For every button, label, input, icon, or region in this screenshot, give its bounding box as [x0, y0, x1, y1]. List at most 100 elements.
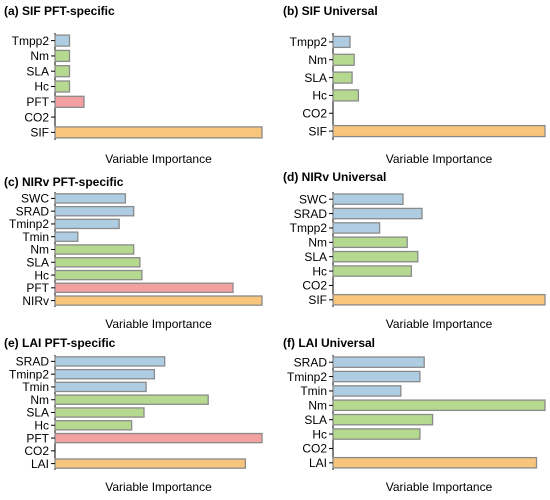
panel-6-bar-srad: [332, 356, 425, 368]
panel-4-bar-nm: [332, 236, 408, 249]
panel-3-bar-srad: [54, 205, 135, 217]
panel-6-bar-nm: [332, 399, 546, 412]
panel-1-bar-hc: [54, 80, 71, 93]
panel-1-bar-tmpp2: [54, 34, 71, 47]
panel-6-tick-label-tminp2: Tminp2: [287, 370, 327, 384]
panel-5-bar-srad: [54, 356, 166, 367]
panel-4-tick-label-co2: CO2: [302, 279, 327, 293]
panel-1-bar-sif: [54, 126, 263, 139]
panel-4-bar-sla: [332, 250, 419, 263]
panel-3-tick-label-hc: Hc: [34, 268, 49, 282]
panel-3-bar-swc: [54, 193, 127, 204]
panel-6-bar-tmin: [332, 385, 402, 397]
panel-4-bar-tmpp2: [332, 222, 381, 234]
panel-6-tick-label-nm: Nm: [308, 399, 327, 413]
panel-6-title: (f) LAI Universal: [283, 336, 375, 350]
panel-3-bar-pft: [54, 282, 234, 294]
panel-3-bar-tmin: [54, 231, 79, 242]
panel-2-tick-label-tmpp2: Tmpp2: [290, 35, 328, 49]
panel-2-tick-label-sla: SLA: [304, 71, 327, 85]
panel-5-tick-label-co2: CO2: [24, 444, 49, 458]
panel-3-title: (c) NIRv PFT-specific: [4, 175, 124, 189]
panel-3-tick-label-srad: SRAD: [16, 204, 50, 218]
panel-1-tick-label-tmpp2: Tmpp2: [12, 34, 50, 48]
panel-4-bar-srad: [332, 207, 423, 220]
panel-3-tick-label-nirv: NIRv: [22, 294, 49, 308]
panel-5-tick-label-hc: Hc: [34, 418, 49, 432]
panel-5-title: (e) LAI PFT-specific: [4, 336, 116, 350]
panel-1-bar-pft: [54, 95, 85, 108]
panel-2-title: (b) SIF Universal: [283, 4, 378, 18]
panel-4-bar-swc: [332, 193, 404, 205]
panel-5-bar-tmin: [54, 381, 147, 393]
panel-6-bar-lai: [332, 456, 538, 469]
panel-5-bar-tminp2: [54, 368, 156, 380]
panel-4-x-axis-label: Variable Importance: [386, 317, 493, 331]
panel-5-x-axis-label: Variable Importance: [105, 480, 212, 494]
panel-5-tick-label-tminp2: Tminp2: [9, 367, 49, 381]
panel-6-tick-label-srad: SRAD: [294, 355, 328, 369]
panel-1-title: (a) SIF PFT-specific: [4, 4, 115, 18]
panel-5-bar-nm: [54, 394, 209, 405]
panel-5-tick-label-sla: SLA: [26, 406, 49, 420]
panel-4-tick-label-hc: Hc: [312, 264, 327, 278]
panel-5-bar-sla: [54, 407, 145, 418]
panel-6-bar-tminp2: [332, 370, 421, 383]
panel-1-bar-sla: [54, 65, 71, 78]
panel-6-tick-label-co2: CO2: [302, 442, 327, 456]
panel-1-tick-label-nm: Nm: [30, 49, 49, 63]
panel-2-tick-label-sif: SIF: [308, 124, 327, 138]
panel-2-bar-hc: [332, 89, 360, 102]
panel-2-bar-nm: [332, 53, 355, 66]
panel-2-x-axis-label: Variable Importance: [386, 152, 493, 166]
panel-3-tick-label-swc: SWC: [21, 192, 49, 206]
panel-2-bar-tmpp2: [332, 35, 351, 49]
panel-1-tick-label-pft: PFT: [26, 95, 49, 109]
panel-5-tick-label-srad: SRAD: [16, 355, 50, 369]
panel-1-tick-label-co2: CO2: [24, 110, 49, 124]
panel-2-tick-label-hc: Hc: [312, 89, 327, 103]
panel-6-x-axis-label: Variable Importance: [386, 480, 493, 494]
panel-3-tick-label-nm: Nm: [30, 243, 49, 257]
panel-3-bar-tminp2: [54, 218, 120, 230]
panel-5-tick-label-pft: PFT: [26, 431, 49, 445]
panel-6-bar-sla: [332, 413, 434, 426]
panel-5-tick-label-nm: Nm: [30, 393, 49, 407]
panel-1-tick-label-hc: Hc: [34, 80, 49, 94]
panel-2-tick-label-co2: CO2: [302, 106, 327, 120]
panel-3-bar-nirv: [54, 295, 263, 306]
panel-6-tick-label-hc: Hc: [312, 427, 327, 441]
panel-5-bar-hc: [54, 420, 133, 431]
panel-4-tick-label-swc: SWC: [299, 192, 327, 206]
panel-4-tick-label-srad: SRAD: [294, 207, 328, 221]
panel-2-tick-label-nm: Nm: [308, 53, 327, 67]
panel-5-tick-label-tmin: Tmin: [22, 380, 49, 394]
panel-1-x-axis-label: Variable Importance: [105, 152, 212, 166]
panel-3-tick-label-sla: SLA: [26, 255, 49, 269]
panel-4-tick-label-tmpp2: Tmpp2: [290, 221, 328, 235]
panel-6-bar-hc: [332, 428, 421, 440]
panel-4-bar-hc: [332, 265, 413, 277]
panel-1-bar-nm: [54, 49, 71, 63]
panel-3-bar-hc: [54, 269, 143, 281]
panel-2-bar-sif: [332, 124, 546, 138]
panel-5-bar-lai: [54, 458, 247, 469]
panel-1-tick-label-sla: SLA: [26, 64, 49, 78]
panel-5-bar-pft: [54, 432, 263, 444]
panel-4-title: (d) NIRv Universal: [283, 170, 386, 184]
panel-4-tick-label-sif: SIF: [308, 293, 327, 307]
panel-6-tick-label-sla: SLA: [304, 413, 327, 427]
panel-5-tick-label-lai: LAI: [31, 457, 49, 471]
panel-3-bar-nm: [54, 244, 135, 255]
panel-4-tick-label-nm: Nm: [308, 236, 327, 250]
panel-1-tick-label-sif: SIF: [30, 126, 49, 140]
panel-4-tick-label-sla: SLA: [304, 250, 327, 264]
panel-6-tick-label-tmin: Tmin: [300, 384, 327, 398]
panel-3-x-axis-label: Variable Importance: [105, 317, 212, 331]
panel-3-tick-label-pft: PFT: [26, 281, 49, 295]
panel-3-bar-sla: [54, 257, 141, 268]
panel-6-tick-label-lai: LAI: [309, 456, 327, 470]
panel-3-tick-label-tminp2: Tminp2: [9, 217, 49, 231]
